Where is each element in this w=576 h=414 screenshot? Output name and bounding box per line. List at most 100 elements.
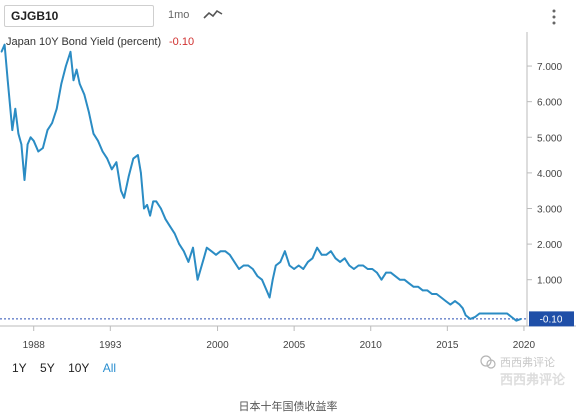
series-point (23, 179, 26, 181)
series-point (252, 268, 254, 270)
series-point (316, 246, 318, 249)
series-point (206, 246, 208, 249)
series-point (83, 93, 86, 96)
y-tick-label: 7.000 (537, 62, 562, 73)
series-point (461, 307, 464, 310)
series-point (426, 289, 429, 292)
y-tick-label: 5.000 (537, 133, 562, 144)
series-point (293, 268, 295, 270)
series-point (127, 175, 130, 178)
series-point (261, 278, 263, 281)
y-tick-label: 2.000 (537, 240, 562, 251)
series-point (72, 79, 75, 82)
series-point (224, 250, 226, 252)
series-point (497, 312, 499, 315)
range-selector: 1Y 5Y 10Y All (12, 361, 126, 375)
ticker-input[interactable] (4, 5, 154, 27)
y-tick-label: 1.000 (537, 276, 562, 287)
series-point (29, 136, 32, 139)
x-tick-label: 1988 (23, 340, 46, 351)
series-point (501, 312, 504, 315)
series-point (69, 51, 72, 53)
series-point (357, 264, 360, 267)
series-point (454, 300, 456, 302)
series-point (417, 286, 420, 288)
series-point (146, 204, 148, 206)
series-point (265, 289, 268, 292)
range-10y-button[interactable]: 10Y (68, 361, 90, 375)
series-point (339, 261, 341, 263)
y-tick-label: 4.000 (537, 169, 562, 180)
series-point (192, 246, 194, 249)
series-point (268, 296, 271, 299)
range-5y-button[interactable]: 5Y (40, 361, 55, 375)
y-tick-label: 6.000 (537, 98, 562, 109)
series-point (492, 312, 495, 315)
chart-title: Japan 10Y Bond Yield (percent) (6, 36, 161, 48)
series-point (380, 278, 383, 281)
figure-caption: 日本十年国债收益率 (238, 401, 338, 413)
series-point (51, 122, 53, 124)
series-point (483, 312, 485, 315)
series-point (229, 254, 231, 256)
series-point (440, 296, 443, 299)
series-point (210, 250, 213, 252)
series-point (399, 278, 401, 281)
series-point (187, 261, 190, 263)
series-point (37, 150, 40, 153)
series-point (42, 147, 44, 149)
x-tick-label: 2000 (206, 340, 229, 351)
series-point (11, 129, 14, 131)
series-point (510, 316, 513, 318)
range-1y-button[interactable]: 1Y (12, 361, 27, 375)
series-point (173, 232, 176, 235)
vertical-dots-icon[interactable] (550, 8, 558, 26)
series-point (376, 271, 378, 274)
series-point (353, 268, 355, 270)
series-point (408, 282, 410, 285)
series-points (0, 43, 522, 322)
series-point (97, 140, 99, 142)
series-point (256, 275, 259, 277)
series-point (242, 264, 245, 267)
series-point (88, 111, 90, 114)
interval-selector[interactable]: 1mo (168, 9, 190, 21)
last-value-tag (529, 311, 574, 327)
series-point (164, 218, 167, 220)
svg-text:西西弗评论: 西西弗评论 (500, 372, 566, 388)
series-point (247, 264, 249, 267)
series-point (215, 254, 217, 256)
series-point (389, 271, 392, 274)
series-point (78, 83, 81, 85)
series-point (92, 132, 95, 135)
series-point (178, 243, 180, 245)
series-point (469, 318, 472, 320)
line-chart-icon[interactable] (203, 8, 223, 22)
x-tick-label: 1993 (99, 340, 122, 351)
series-point (140, 172, 142, 174)
y-axis-ticks: 1.000 2.000 3.000 4.000 5.000 6.000 7.000 (527, 62, 562, 287)
last-change-value: -0.10 (169, 36, 194, 48)
series-point (149, 214, 151, 217)
series-point (458, 303, 461, 306)
series-point (160, 207, 162, 210)
series-point (311, 257, 314, 260)
series-point (275, 264, 277, 267)
series-point (183, 250, 185, 252)
series-point (132, 157, 135, 160)
series-point (32, 140, 35, 142)
series-point (464, 314, 467, 317)
series-point (334, 257, 337, 260)
series-point (238, 268, 240, 270)
series-point (449, 303, 452, 306)
series-point (137, 154, 139, 156)
series-point (60, 83, 63, 85)
series-point (403, 278, 406, 281)
x-tick-label: 2015 (436, 340, 459, 351)
series-point (6, 79, 9, 82)
series-point (412, 286, 415, 288)
series-point (394, 275, 397, 277)
range-all-button[interactable]: All (102, 361, 117, 375)
series-point (431, 293, 433, 295)
last-value-tag-label: -0.10 (540, 314, 563, 325)
